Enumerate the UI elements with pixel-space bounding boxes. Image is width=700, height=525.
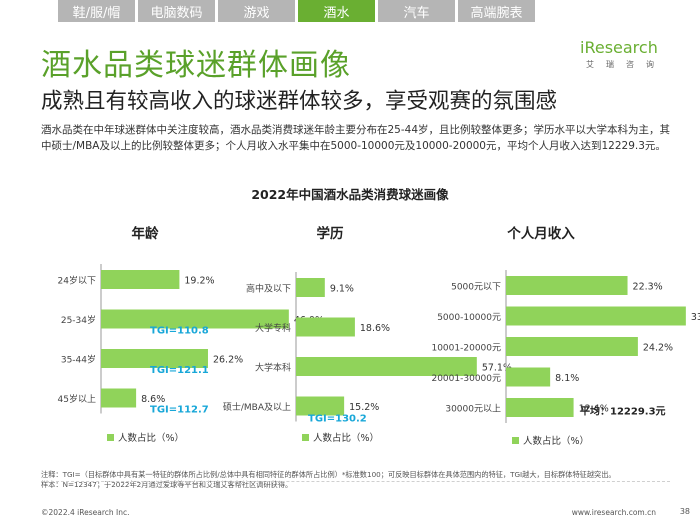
income-value-label: 8.1% bbox=[555, 373, 579, 384]
education-legend-swatch bbox=[302, 434, 309, 441]
tab-digital[interactable]: 电脑数码 bbox=[138, 0, 215, 22]
income-bar bbox=[506, 367, 551, 387]
age-value-label: 19.2% bbox=[184, 276, 214, 287]
income-legend-label: 人数占比（%） bbox=[523, 435, 589, 447]
income-bar bbox=[506, 276, 628, 295]
logo-wordmark: iResearch bbox=[580, 38, 658, 57]
education-bar bbox=[296, 396, 345, 416]
age-bar bbox=[101, 349, 208, 368]
tab-auto[interactable]: 汽车 bbox=[378, 0, 455, 22]
income-bar bbox=[506, 306, 686, 326]
education-panel-title: 学历 bbox=[317, 225, 344, 242]
age-category-label: 45岁以上 bbox=[58, 393, 96, 405]
income-category-label: 20001-30000元 bbox=[431, 374, 501, 384]
age-tgi-label: TGI=110.8 bbox=[150, 326, 209, 337]
age-value-label: 8.6% bbox=[141, 394, 165, 405]
age-tgi-label: TGI=112.7 bbox=[150, 405, 209, 416]
income-value-label: 33.0% bbox=[691, 312, 700, 323]
education-category-label: 硕士/MBA及以上 bbox=[223, 401, 291, 413]
age-bar bbox=[101, 309, 289, 329]
income-category-label: 5000-10000元 bbox=[437, 313, 501, 323]
income-value-label: 24.2% bbox=[643, 343, 673, 354]
income-average-label: 平均：12229.3元 bbox=[580, 405, 666, 418]
education-category-label: 大学本科 bbox=[255, 362, 291, 374]
page-number: 38 bbox=[679, 507, 690, 516]
education-bar bbox=[296, 357, 477, 376]
tab-liquor[interactable]: 酒水 bbox=[298, 0, 375, 22]
education-legend-label: 人数占比（%） bbox=[313, 432, 379, 444]
education-value-label: 9.1% bbox=[330, 284, 354, 295]
tab-watches[interactable]: 高端腕表 bbox=[458, 0, 535, 22]
education-category-label: 高中及以下 bbox=[246, 283, 291, 295]
tab-games[interactable]: 游戏 bbox=[218, 0, 295, 22]
iresearch-logo: iResearch 艾瑞咨询 bbox=[580, 38, 664, 70]
age-category-label: 35-44岁 bbox=[61, 354, 96, 366]
website: www.iresearch.com.cn bbox=[571, 508, 656, 517]
tab-shoes-clothing[interactable]: 鞋/服/帽 bbox=[58, 0, 135, 22]
age-bar bbox=[101, 270, 180, 289]
education-tgi-label: TGI=130.2 bbox=[308, 414, 367, 425]
income-category-label: 10001-20000元 bbox=[431, 344, 501, 354]
income-bar bbox=[506, 398, 574, 417]
age-panel-title: 年龄 bbox=[132, 225, 159, 242]
page-subtitle: 成熟且有较高收入的球迷群体较多，享受观赛的氛围感 bbox=[41, 89, 558, 114]
education-bar bbox=[296, 317, 355, 337]
age-bar bbox=[101, 388, 137, 408]
page-title: 酒水品类球迷群体画像 bbox=[41, 48, 351, 83]
income-category-label: 30000元以上 bbox=[445, 404, 501, 415]
income-panel-title: 个人月收入 bbox=[506, 225, 575, 242]
income-value-label: 22.3% bbox=[633, 282, 663, 293]
page-description: 酒水品类在中年球迷群体中关注度较高，酒水品类消费球迷年龄主要分布在25-44岁，… bbox=[41, 124, 671, 152]
education-bar bbox=[296, 278, 325, 297]
age-category-label: 25-34岁 bbox=[61, 314, 96, 326]
footnote: 注释：TGI=（目标群体中具有某一特征的群体所占比例/总体中具有相同特征的群体所… bbox=[41, 470, 616, 489]
income-value-label: 12.4% bbox=[579, 404, 609, 415]
education-value-label: 18.6% bbox=[360, 323, 390, 334]
logo-subtext: 艾瑞咨询 bbox=[586, 60, 654, 69]
education-category-label: 大学专科 bbox=[255, 322, 291, 334]
age-tgi-label: TGI=121.1 bbox=[150, 365, 209, 376]
income-category-label: 5000元以下 bbox=[451, 283, 501, 293]
age-legend-label: 人数占比（%） bbox=[118, 432, 184, 444]
income-legend-swatch bbox=[512, 437, 519, 444]
copyright: ©2022.4 iResearch Inc. bbox=[41, 508, 130, 517]
footer-divider bbox=[41, 481, 670, 482]
age-value-label: 26.2% bbox=[213, 355, 243, 366]
education-value-label: 57.1% bbox=[482, 363, 512, 374]
income-bar bbox=[506, 337, 638, 356]
age-legend-swatch bbox=[107, 434, 114, 441]
category-tabs: 鞋/服/帽 电脑数码 游戏 酒水 汽车 高端腕表 bbox=[58, 0, 535, 22]
age-category-label: 24岁以下 bbox=[58, 275, 96, 287]
chart-title: 2022年中国酒水品类消费球迷画像 bbox=[251, 187, 449, 202]
education-value-label: 15.2% bbox=[349, 402, 379, 413]
